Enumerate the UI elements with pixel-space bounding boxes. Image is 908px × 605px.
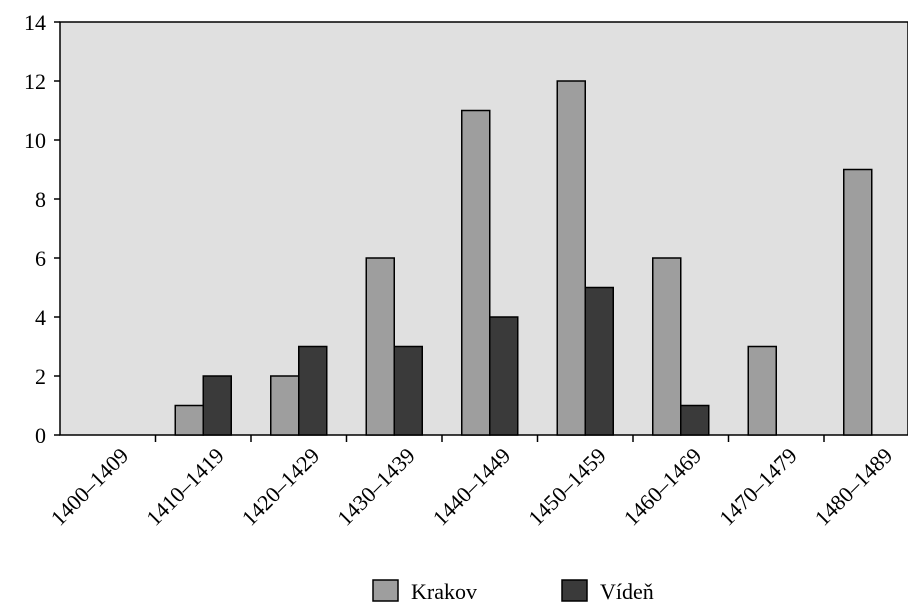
bars-group: [174, 80, 873, 436]
y-tick-label: 14: [24, 10, 46, 35]
x-tick-label: 1450–1459: [523, 443, 611, 531]
bar-viden: [489, 316, 519, 436]
x-tick-label: 1460–1469: [619, 443, 707, 531]
x-axis: 1400–1409 1410–1419 1420–1429 1430–1439 1440…: [46, 435, 898, 531]
x-tick-label: 1440–1449: [428, 443, 516, 531]
bar-krakov: [652, 257, 682, 436]
bar-viden: [298, 345, 328, 436]
bar-viden: [680, 404, 710, 436]
bar-krakov: [270, 375, 300, 436]
x-tick-label: 1480–1489: [810, 443, 898, 531]
y-tick-label: 8: [35, 187, 46, 212]
bar-viden: [393, 345, 423, 436]
x-tick-label: 1430–1439: [332, 443, 420, 531]
x-tick-label: 1420–1429: [237, 443, 325, 531]
y-tick-label: 10: [24, 128, 46, 153]
y-axis: 0 2 4 6 8 10 12 14: [24, 10, 60, 448]
y-tick-label: 0: [35, 423, 46, 448]
bar-krakov: [365, 257, 395, 436]
legend-swatch: [561, 579, 588, 602]
y-tick-label: 4: [35, 305, 46, 330]
y-tick-label: 6: [35, 246, 46, 271]
legend-label: Vídeň: [600, 579, 654, 604]
bar-viden: [584, 286, 614, 436]
bar-krakov: [174, 404, 204, 436]
legend-swatch: [372, 579, 399, 602]
bar-krakov: [843, 168, 873, 436]
bar-krakov: [747, 345, 777, 436]
bar-krakov: [556, 80, 586, 436]
y-tick-label: 2: [35, 364, 46, 389]
x-tick-label: 1410–1419: [141, 443, 229, 531]
legend: Krakov Vídeň: [372, 579, 654, 604]
x-tick-label: 1400–1409: [46, 443, 134, 531]
bar-viden: [202, 375, 232, 436]
y-tick-label: 12: [24, 69, 46, 94]
legend-label: Krakov: [411, 579, 477, 604]
x-tick-label: 1470–1479: [714, 443, 802, 531]
bar-krakov: [461, 109, 491, 436]
